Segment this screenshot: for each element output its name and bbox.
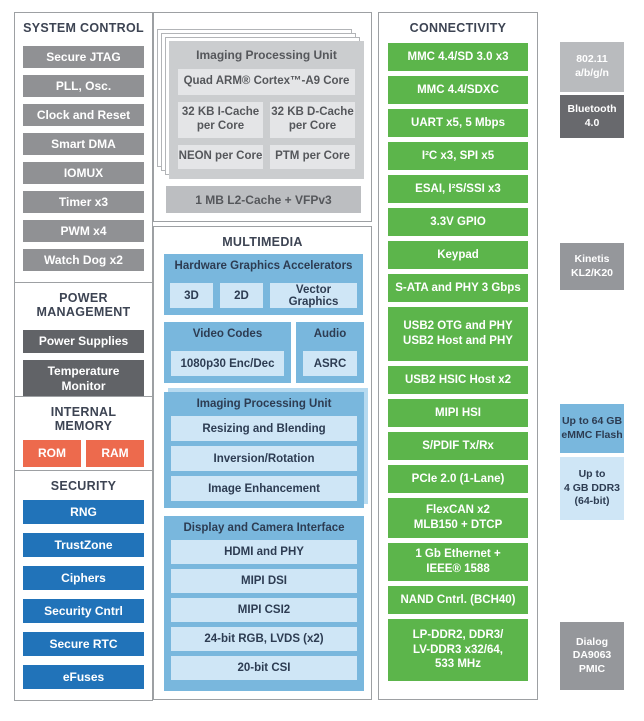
panel-system-control: SYSTEM CONTROL Secure JTAG PLL, Osc. Clo… xyxy=(14,12,153,283)
chip-2d: 2D xyxy=(220,283,263,308)
internal-memory-list: ROM RAM xyxy=(15,434,152,467)
group-imaging-processing-unit: Imaging Processing Unit Resizing and Ble… xyxy=(164,392,364,508)
chip-security-cntrl: Security Cntrl xyxy=(23,598,144,623)
group-display-camera-interface: Display and Camera Interface HDMI and PH… xyxy=(164,516,364,691)
chip-ptm-per-core: PTM per Core xyxy=(270,145,355,169)
cpu-cache-grid: 32 KB I-Cache per Core 32 KB D-Cache per… xyxy=(178,102,355,169)
chip-nand-cntrl: NAND Cntrl. (BCH40) xyxy=(388,586,528,614)
security-title: SECURITY xyxy=(50,479,117,493)
ext-dialog-pmic: Dialog DA9063 PMIC xyxy=(560,622,624,690)
chip-rng: RNG xyxy=(23,499,144,524)
chip-i2c-spi: I²C x3, SPI x5 xyxy=(388,142,528,170)
chip-mmc-sd3: MMC 4.4/SD 3.0 x3 xyxy=(388,43,528,71)
panel-cpu-complex: Imaging Processing Unit Quad ARM® Cortex… xyxy=(153,12,372,222)
panel-multimedia: MULTIMEDIA Hardware Graphics Accelerator… xyxy=(153,226,372,700)
ipu-title: Imaging Processing Unit xyxy=(196,398,332,410)
chip-pcie: PCIe 2.0 (1-Lane) xyxy=(388,465,528,493)
chip-trustzone: TrustZone xyxy=(23,532,144,557)
chip-timer-x3: Timer x3 xyxy=(23,190,144,213)
chip-secure-jtag: Secure JTAG xyxy=(23,45,144,68)
ext-kinetis-kl2-k20: Kinetis KL2/K20 xyxy=(560,243,624,290)
power-management-title: POWER MANAGEMENT xyxy=(36,291,131,319)
panel-power-management: POWER MANAGEMENT Power Supplies Temperat… xyxy=(14,282,153,398)
chip-ram: RAM xyxy=(86,439,144,467)
system-control-list: Secure JTAG PLL, Osc. Clock and Reset Sm… xyxy=(15,36,152,271)
chip-uart: UART x5, 5 Mbps xyxy=(388,109,528,137)
chip-gb-ethernet: 1 Gb Ethernet + IEEE® 1588 xyxy=(388,543,528,581)
chip-neon-per-core: NEON per Core xyxy=(178,145,263,169)
ipu-list: Resizing and Blending Inversion/Rotation… xyxy=(164,410,364,501)
group-hardware-graphics-accelerators: Hardware Graphics Accelerators 3D 2D Vec… xyxy=(164,254,363,315)
panel-connectivity: CONNECTIVITY MMC 4.4/SD 3.0 x3 MMC 4.4/S… xyxy=(378,12,538,700)
chip-clock-and-reset: Clock and Reset xyxy=(23,103,144,126)
chip-flexcan-mlb: FlexCAN x2 MLB150 + DTCP xyxy=(388,498,528,538)
chip-pll-osc: PLL, Osc. xyxy=(23,74,144,97)
chip-vector-graphics: Vector Graphics xyxy=(270,283,357,308)
chip-lpddr2-ddr3: LP-DDR2, DDR3/ LV-DDR3 x32/64, 533 MHz xyxy=(388,619,528,681)
chip-rom: ROM xyxy=(23,439,81,467)
chip-efuses: eFuses xyxy=(23,664,144,689)
chip-power-supplies: Power Supplies xyxy=(23,329,144,353)
chip-smart-dma: Smart DMA xyxy=(23,132,144,155)
chip-dcache: 32 KB D-Cache per Core xyxy=(270,102,355,138)
chip-usb2-hsic: USB2 HSIC Host x2 xyxy=(388,366,528,394)
group-video-codes: Video Codes 1080p30 Enc/Dec xyxy=(164,322,291,383)
panel-security: SECURITY RNG TrustZone Ciphers Security … xyxy=(14,470,153,701)
security-list: RNG TrustZone Ciphers Security Cntrl Sec… xyxy=(15,494,152,689)
chip-hdmi-and-phy: HDMI and PHY xyxy=(171,540,357,564)
system-control-title: SYSTEM CONTROL xyxy=(23,21,144,35)
chip-inversion-rotation: Inversion/Rotation xyxy=(171,446,357,471)
audio-title: Audio xyxy=(313,328,347,340)
chip-secure-rtc: Secure RTC xyxy=(23,631,144,656)
cpu-card-title: Imaging Processing Unit xyxy=(196,48,337,62)
chip-image-enhancement: Image Enhancement xyxy=(171,476,357,501)
chip-asrc: ASRC xyxy=(303,351,357,376)
ext-emmc-flash: Up to 64 GB eMMC Flash xyxy=(560,404,624,453)
chip-sata-phy: S-ATA and PHY 3 Gbps xyxy=(388,274,528,302)
hga-title: Hardware Graphics Accelerators xyxy=(174,260,353,272)
chip-24bit-rgb-lvds: 24-bit RGB, LVDS (x2) xyxy=(171,627,357,651)
ext-bluetooth-4-0: Bluetooth 4.0 xyxy=(560,95,624,138)
chip-1080p30-enc-dec: 1080p30 Enc/Dec xyxy=(171,351,284,376)
cpu-card-stack: Imaging Processing Unit Quad ARM® Cortex… xyxy=(157,29,364,179)
chip-20bit-csi: 20-bit CSI xyxy=(171,656,357,680)
chip-resizing-and-blending: Resizing and Blending xyxy=(171,416,357,441)
chip-temperature-monitor: Temperature Monitor xyxy=(23,359,144,398)
chip-keypad: Keypad xyxy=(388,241,528,269)
connectivity-list: MMC 4.4/SD 3.0 x3 MMC 4.4/SDXC UART x5, … xyxy=(388,43,528,681)
chip-ciphers: Ciphers xyxy=(23,565,144,590)
video-codes-title: Video Codes xyxy=(192,328,263,340)
chip-mipi-hsi: MIPI HSI xyxy=(388,399,528,427)
chip-mmc-sdxc: MMC 4.4/SDXC xyxy=(388,76,528,104)
ext-ddr3-memory: Up to 4 GB DDR3 (64-bit) xyxy=(560,457,624,520)
chip-mipi-dsi: MIPI DSI xyxy=(171,569,357,593)
hga-list: 3D 2D Vector Graphics xyxy=(170,283,357,308)
chip-l2-cache-vfp: 1 MB L2-Cache + VFPv3 xyxy=(166,186,361,213)
chip-watch-dog-x2: Watch Dog x2 xyxy=(23,248,144,271)
chip-usb2-otg-host: USB2 OTG and PHY USB2 Host and PHY xyxy=(388,307,528,361)
chip-esai-i2s-ssi: ESAI, I²S/SSI x3 xyxy=(388,175,528,203)
dci-list: HDMI and PHY MIPI DSI MIPI CSI2 24-bit R… xyxy=(164,534,364,680)
chip-gpio: 3.3V GPIO xyxy=(388,208,528,236)
group-audio: Audio ASRC xyxy=(296,322,364,383)
chip-icache: 32 KB I-Cache per Core xyxy=(178,102,263,138)
chip-iomux: IOMUX xyxy=(23,161,144,184)
power-management-list: Power Supplies Temperature Monitor xyxy=(15,320,152,398)
cpu-card: Imaging Processing Unit Quad ARM® Cortex… xyxy=(169,41,364,179)
chip-spdif: S/PDIF Tx/Rx xyxy=(388,432,528,460)
ext-wifi-802-11: 802.11 a/b/g/n xyxy=(560,42,624,92)
multimedia-title: MULTIMEDIA xyxy=(222,235,303,249)
chip-quad-arm-cortex-a9: Quad ARM® Cortex™-A9 Core xyxy=(178,69,355,95)
internal-memory-title: INTERNAL MEMORY xyxy=(50,405,117,433)
chip-3d: 3D xyxy=(170,283,213,308)
dci-title: Display and Camera Interface xyxy=(183,522,345,534)
chip-mipi-csi2: MIPI CSI2 xyxy=(171,598,357,622)
panel-internal-memory: INTERNAL MEMORY ROM RAM xyxy=(14,396,153,471)
chip-pwm-x4: PWM x4 xyxy=(23,219,144,242)
connectivity-title: CONNECTIVITY xyxy=(409,21,507,35)
